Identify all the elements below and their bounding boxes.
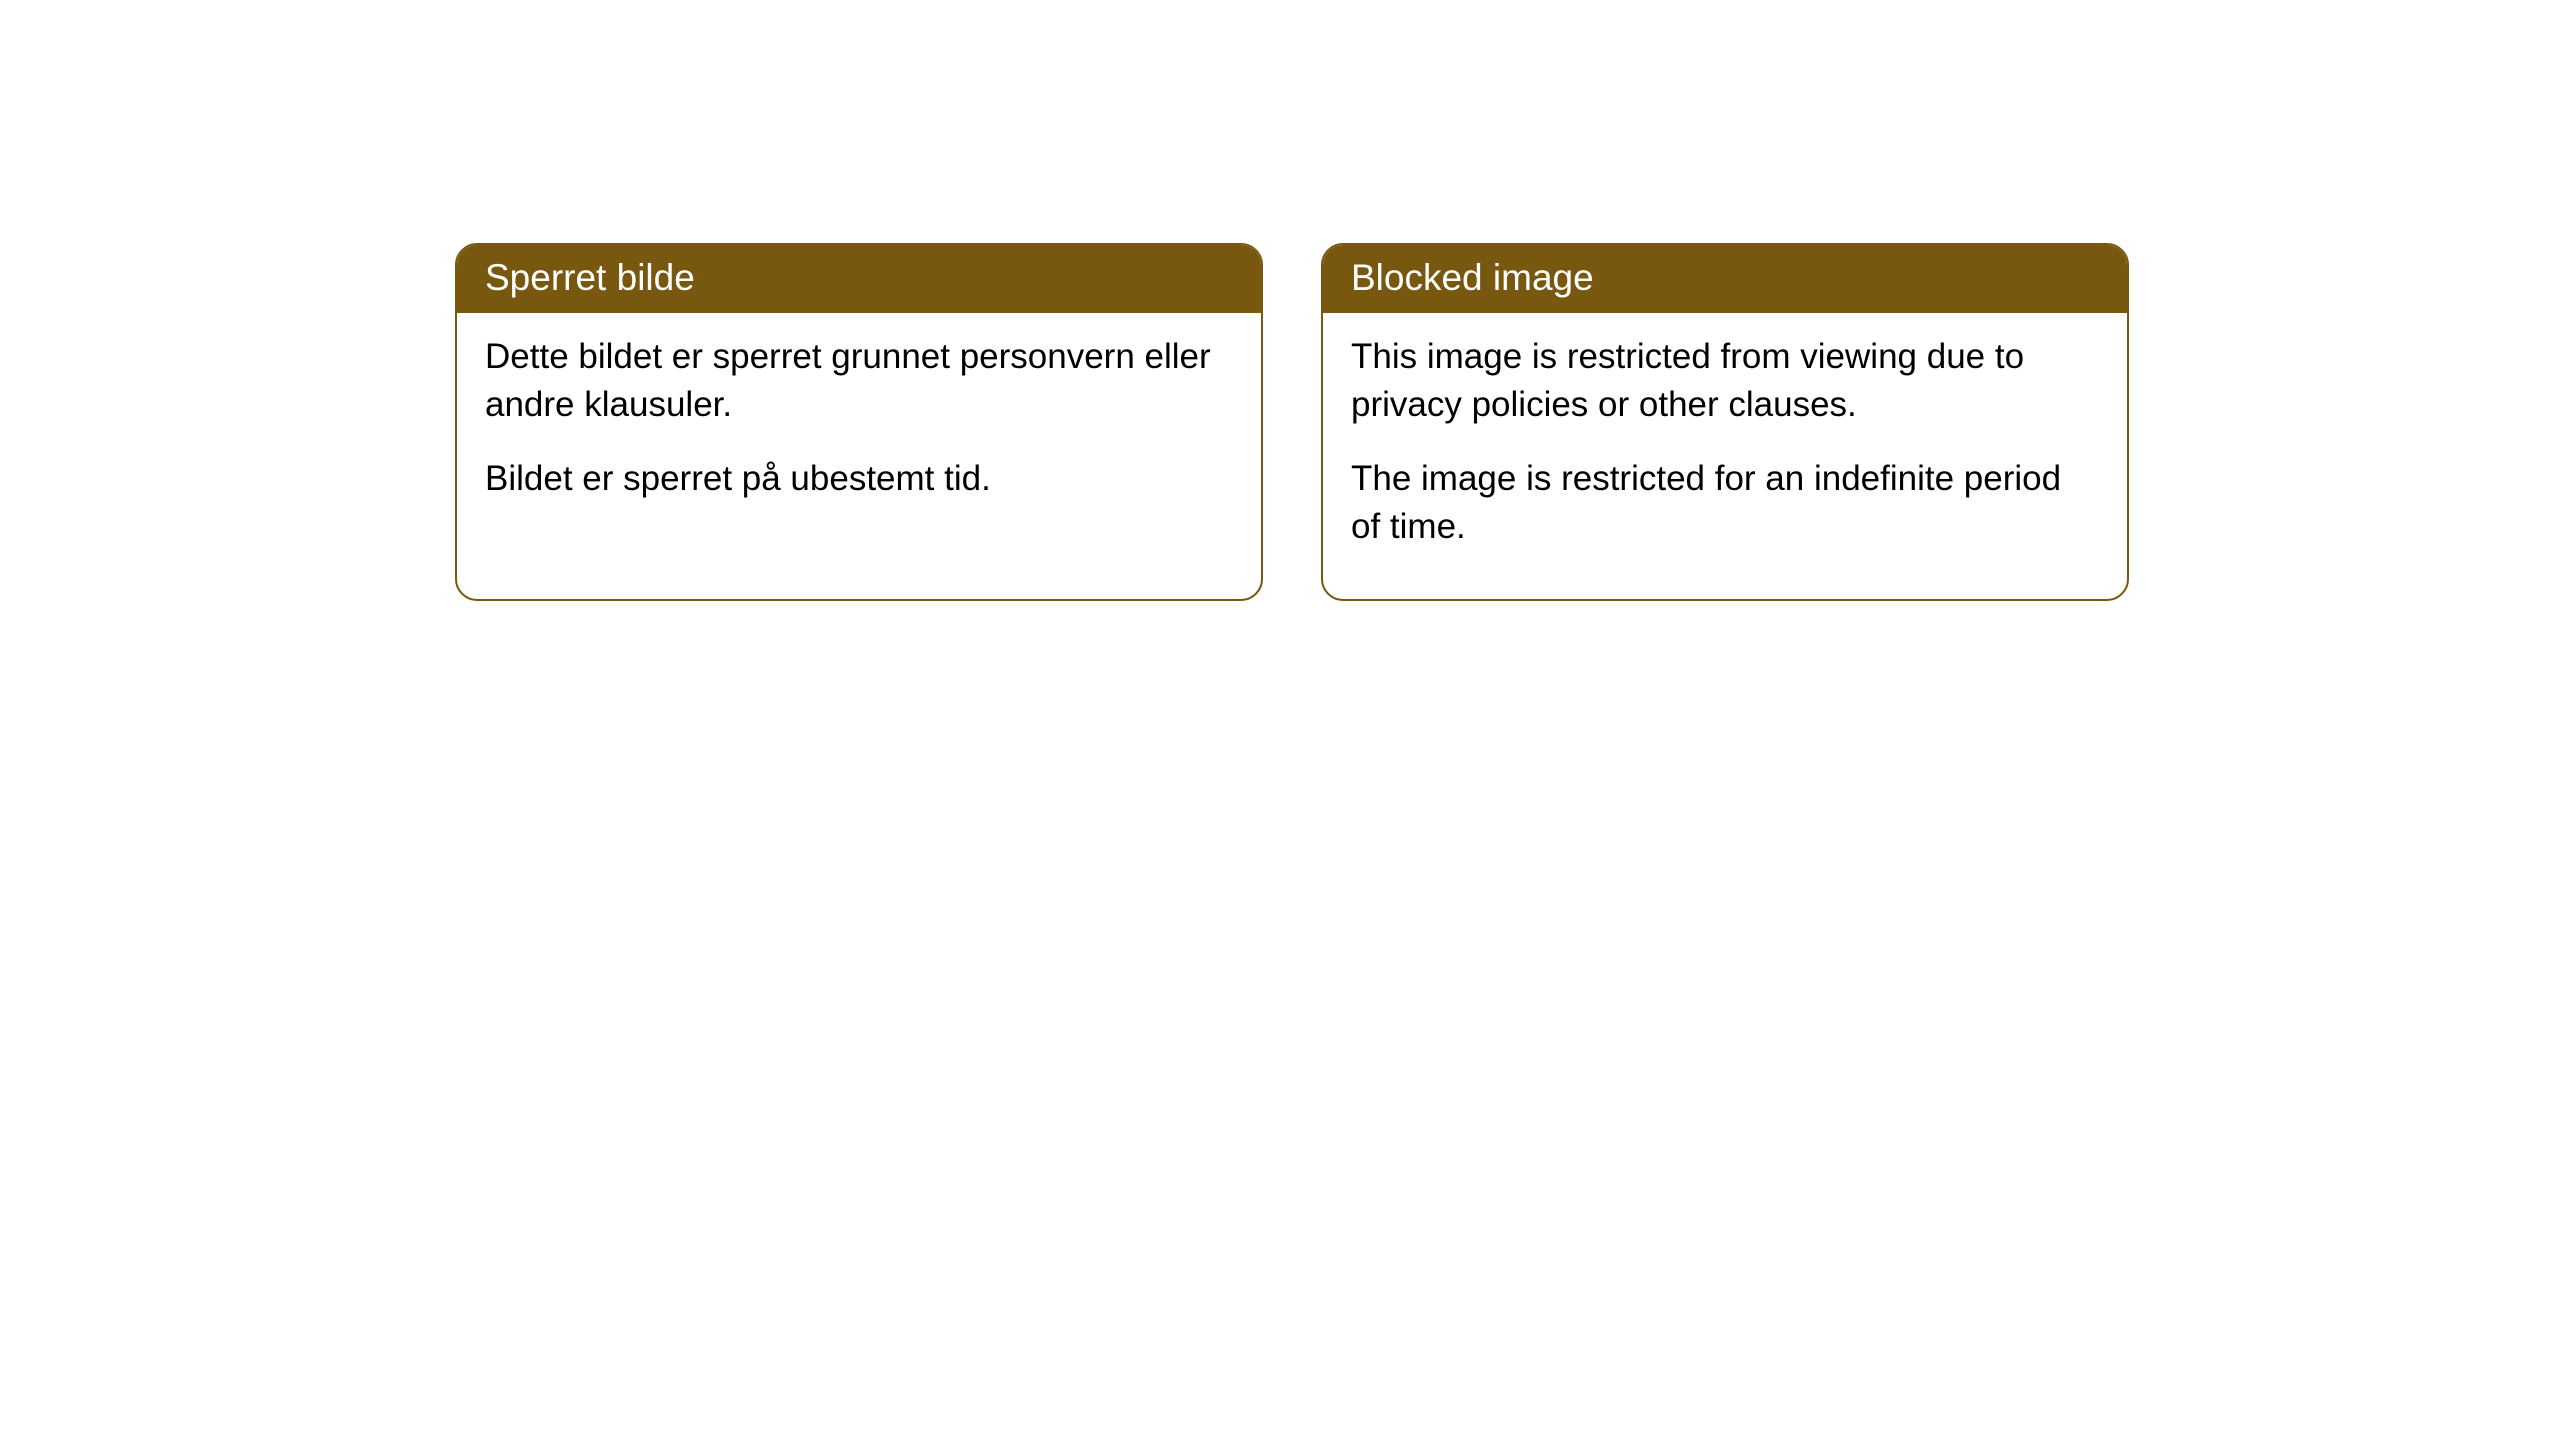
notice-card-body: This image is restricted from viewing du… bbox=[1323, 313, 2127, 599]
notice-card-english: Blocked image This image is restricted f… bbox=[1321, 243, 2129, 601]
notice-text-paragraph: Dette bildet er sperret grunnet personve… bbox=[485, 333, 1233, 429]
notice-card-norwegian: Sperret bilde Dette bildet er sperret gr… bbox=[455, 243, 1263, 601]
notice-card-body: Dette bildet er sperret grunnet personve… bbox=[457, 313, 1261, 551]
notice-container: Sperret bilde Dette bildet er sperret gr… bbox=[455, 243, 2560, 601]
notice-card-header: Blocked image bbox=[1323, 245, 2127, 313]
notice-text-paragraph: Bildet er sperret på ubestemt tid. bbox=[485, 455, 1233, 503]
notice-text-paragraph: The image is restricted for an indefinit… bbox=[1351, 455, 2099, 551]
notice-text-paragraph: This image is restricted from viewing du… bbox=[1351, 333, 2099, 429]
notice-card-header: Sperret bilde bbox=[457, 245, 1261, 313]
